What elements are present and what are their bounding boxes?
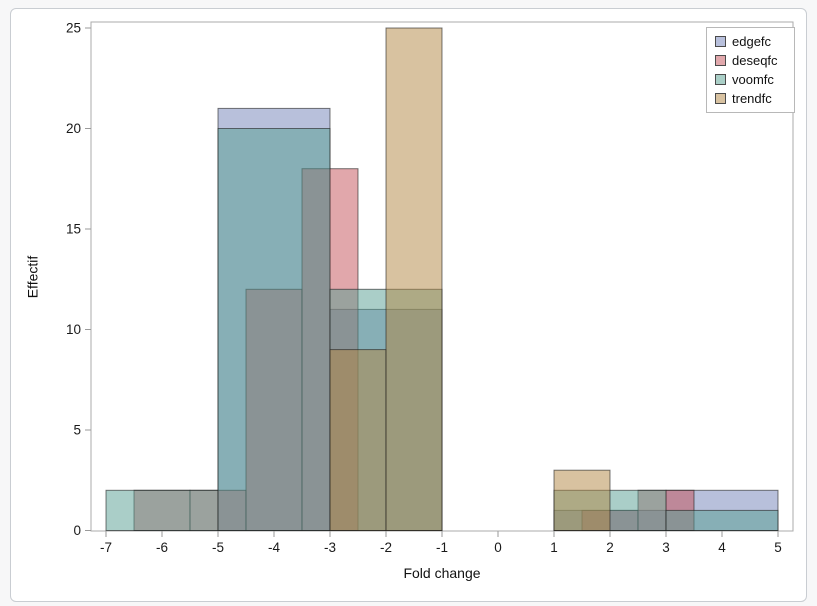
legend-item-trendfc: trendfc [715,91,794,107]
histogram-bar-voomfc-1 [217,128,331,531]
x-tick-label: -3 [324,540,336,555]
x-tick-label: -7 [100,540,112,555]
legend-swatch-voomfc [715,74,726,85]
legend-label: trendfc [732,91,772,106]
y-tick-label: 10 [66,322,81,337]
legend-label: edgefc [732,34,772,49]
histogram-bar-voomfc-0 [105,489,219,531]
x-tick-label: -4 [268,540,280,555]
legend-label: deseqfc [732,53,778,68]
x-tick-label: -2 [380,540,392,555]
legend-item-voomfc: voomfc [715,72,794,88]
x-tick-label: 5 [774,540,782,555]
x-tick-label: -1 [436,540,448,555]
histogram-bar-trendfc-1 [385,27,443,531]
y-tick-label: 25 [66,21,81,36]
legend-swatch-trendfc [715,93,726,104]
histogram-bar-voomfc-4 [665,509,779,531]
histogram-bar-trendfc-2 [553,469,611,532]
y-tick-label: 20 [66,121,81,136]
x-tick-label: 1 [550,540,558,555]
x-tick-label: -6 [156,540,168,555]
legend: edgefc deseqfc voomfc trendfc [706,27,795,113]
y-tick-label: 5 [73,423,81,438]
histogram-bar-trendfc-0 [329,349,387,531]
y-tick-label: 0 [73,523,81,538]
x-tick-label: 0 [494,540,502,555]
x-tick-label: 3 [662,540,670,555]
x-axis-title: Fold change [403,565,481,581]
y-axis-title: Effectif [24,255,41,299]
legend-label: voomfc [732,72,774,87]
legend-item-deseqfc: deseqfc [715,53,794,69]
x-tick-label: 4 [718,540,726,555]
x-tick-label: -5 [212,540,224,555]
legend-swatch-edgefc [715,36,726,47]
x-tick-label: 2 [606,540,614,555]
legend-swatch-deseqfc [715,55,726,66]
legend-item-edgefc: edgefc [715,34,794,50]
y-tick-label: 15 [66,222,81,237]
